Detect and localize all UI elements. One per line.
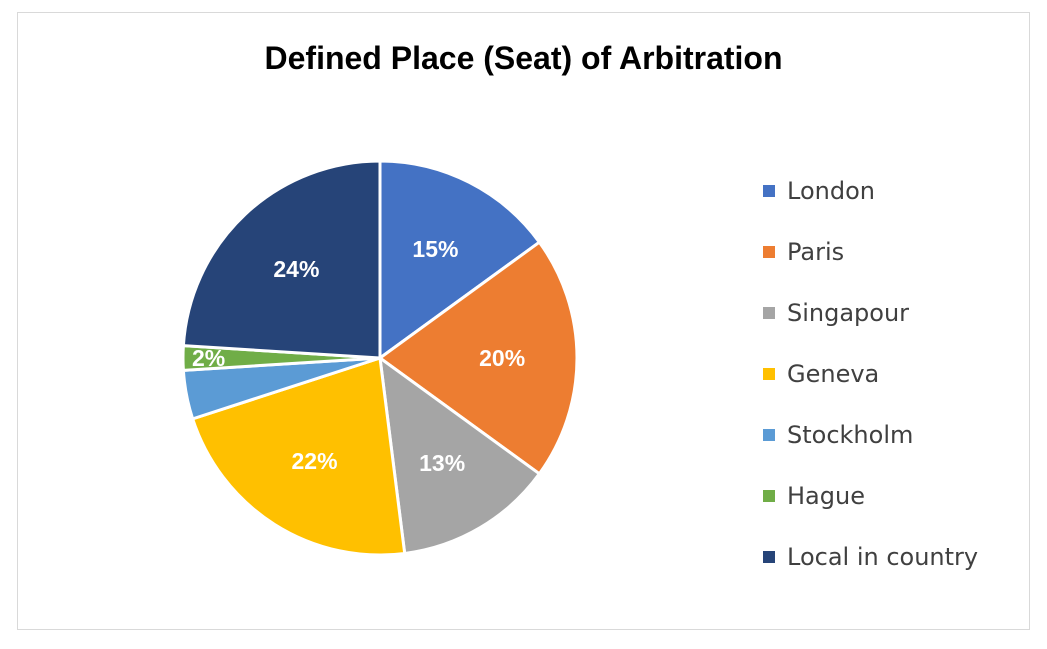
legend-item-london: London — [763, 160, 978, 221]
legend-swatch — [763, 489, 775, 502]
legend-swatch — [763, 550, 775, 563]
pie-slice-paris — [378, 240, 579, 476]
data-label-geneva: 22% — [292, 448, 338, 474]
legend: London Paris Singapour Geneva Stockholm Hague… — [763, 160, 978, 587]
pie-slice-geneva — [191, 356, 407, 557]
legend-item-singapour: Singapour — [763, 282, 978, 343]
legend-item-geneva: Geneva — [763, 343, 978, 404]
legend-swatch — [763, 245, 775, 258]
legend-item-hague: Hague — [763, 465, 978, 526]
data-label-paris: 20% — [479, 345, 525, 371]
legend-item-paris: Paris — [763, 221, 978, 282]
pie-slice-london — [378, 159, 541, 360]
legend-label: London — [787, 176, 875, 205]
legend-label: Stockholm — [787, 420, 914, 449]
legend-item-stockholm: Stockholm — [763, 404, 978, 465]
data-label-london: 15% — [412, 236, 458, 262]
data-label-singapour: 13% — [419, 450, 465, 476]
legend-swatch — [763, 184, 775, 197]
legend-label: Singapour — [787, 298, 910, 327]
legend-label: Hague — [787, 481, 865, 510]
legend-swatch — [763, 367, 775, 380]
legend-label: Paris — [787, 237, 845, 266]
legend-label: Geneva — [787, 359, 880, 388]
data-label-local-in-country: 24% — [273, 256, 319, 282]
pie-slice-local-in-country — [181, 159, 382, 360]
legend-label: Local in country — [787, 542, 979, 571]
legend-item-local-in-country: Local in country — [763, 526, 978, 587]
legend-swatch — [763, 306, 775, 319]
pie-slice-singapour — [378, 356, 541, 555]
data-label-hague: 2% — [192, 345, 225, 371]
chart-title: Defined Place (Seat) of Arbitration — [264, 40, 783, 76]
legend-swatch — [763, 428, 775, 441]
